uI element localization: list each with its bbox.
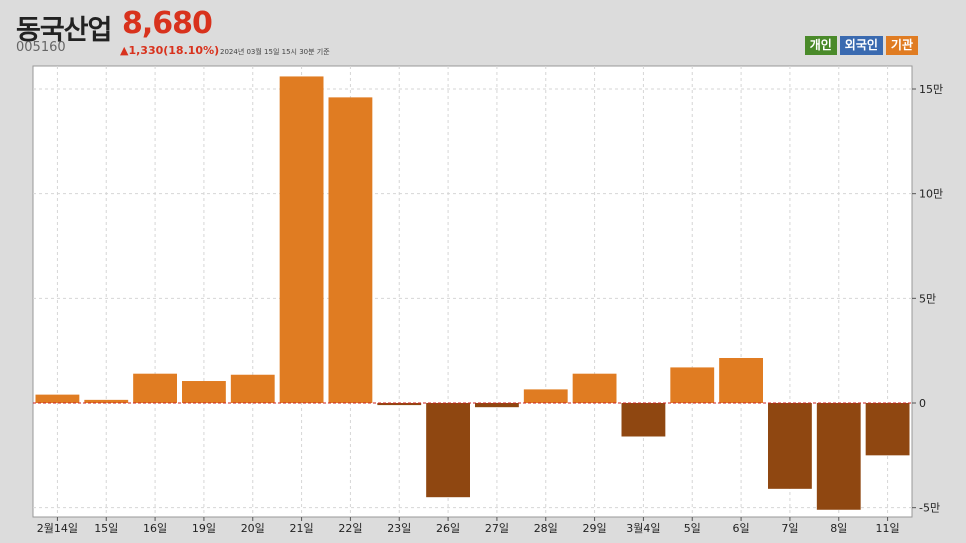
bar [768,403,812,489]
x-tick-label: 16일 [143,521,167,535]
y-tick-label: -5만 [919,502,940,515]
bar [426,403,470,498]
bar [377,403,422,406]
bar [670,367,715,403]
stock-name: 동국산업 [16,15,112,46]
bar [182,381,226,403]
x-tick-label: 20일 [241,521,265,535]
bar [35,394,80,403]
y-tick-label: 10만 [919,188,943,201]
x-tick-label: 3월4일 [626,521,660,535]
x-tick-label: 27일 [485,521,509,535]
x-tick-label: 29일 [583,521,607,535]
legend-institution[interactable]: 기관 [885,36,918,55]
bar [328,97,373,403]
price-change: ▲1,330(18.10%) [120,44,220,57]
x-tick-label: 19일 [192,521,216,535]
y-tick-label: 15만 [919,83,943,96]
legend-individual[interactable]: 개인 [804,36,837,55]
bar [621,403,666,437]
stock-code: 005160 [16,40,66,55]
bar [475,403,519,408]
bar [816,403,861,510]
legend: 개인 외국인 기관 [804,36,918,55]
bar [84,399,129,403]
bar [230,374,275,403]
bar [865,403,910,456]
x-tick-label: 26일 [436,521,460,535]
x-tick-label: 2월14일 [37,521,78,535]
bar [133,373,177,403]
stock-price: 8,680 [122,6,213,41]
x-tick-label: 5일 [684,521,701,535]
bar [523,389,568,403]
y-tick-label: 5만 [919,292,936,305]
x-tick-label: 21일 [290,521,314,535]
timestamp: 2024년 03월 15일 15시 30분 기준 [220,48,330,56]
y-tick-label: 0 [919,397,926,410]
x-tick-label: 23일 [387,521,411,535]
plot-area [32,65,913,518]
x-tick-label: 7일 [781,521,798,535]
x-tick-label: 8일 [830,521,847,535]
bar [279,76,324,403]
x-tick-label: 6일 [733,521,750,535]
legend-foreign[interactable]: 외국인 [839,36,883,55]
x-tick-label: 28일 [534,521,558,535]
x-tick-label: 11일 [876,521,900,535]
bar [719,357,763,403]
bar [572,373,617,403]
x-tick-label: 22일 [338,521,362,535]
x-tick-label: 15일 [94,521,118,535]
